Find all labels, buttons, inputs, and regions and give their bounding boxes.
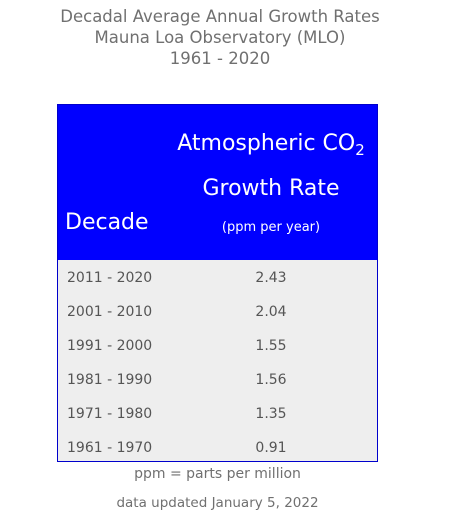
table-row: 1961 - 1970 0.91 — [58, 430, 377, 464]
footnote-ppm: ppm = parts per million — [134, 466, 301, 482]
rate-cell: 2.04 — [255, 304, 287, 320]
rate-cell: 1.56 — [255, 372, 287, 388]
table-row: 1991 - 2000 1.55 — [58, 328, 377, 362]
decade-cell: 1991 - 2000 — [67, 338, 153, 354]
rate-cell: 2.43 — [255, 270, 287, 286]
rate-cell: 1.55 — [255, 338, 287, 354]
header-growth-rate-label: Growth Rate — [202, 176, 340, 201]
header-decade-label: Decade — [65, 210, 149, 235]
header-co2-subscript: 2 — [355, 141, 365, 159]
table-row: 2001 - 2010 2.04 — [58, 294, 377, 328]
rate-cell: 1.35 — [255, 406, 287, 422]
page-title: Decadal Average Annual Growth Rates Maun… — [0, 6, 440, 69]
growth-rate-table: Atmospheric CO2 Growth Rate (ppm per yea… — [57, 104, 378, 462]
decade-cell: 1981 - 1990 — [67, 372, 153, 388]
table-row: 1981 - 1990 1.56 — [58, 362, 377, 396]
decade-cell: 1961 - 1970 — [67, 440, 153, 456]
title-line-1: Decadal Average Annual Growth Rates — [60, 7, 380, 26]
decade-cell: 2001 - 2010 — [67, 304, 153, 320]
header-unit-label: (ppm per year) — [221, 220, 321, 235]
table-body: 2011 - 2020 2.43 2001 - 2010 2.04 1991 -… — [58, 260, 377, 464]
header-co2-label: Atmospheric CO2 — [166, 131, 376, 159]
table-header: Atmospheric CO2 Growth Rate (ppm per yea… — [58, 105, 377, 260]
table-row: 1971 - 1980 1.35 — [58, 396, 377, 430]
table-row: 2011 - 2020 2.43 — [58, 260, 377, 294]
decade-cell: 1971 - 1980 — [67, 406, 153, 422]
title-line-3: 1961 - 2020 — [169, 49, 271, 68]
rate-cell: 0.91 — [255, 440, 287, 456]
data-updated-note: data updated January 5, 2022 — [116, 495, 319, 511]
decade-cell: 2011 - 2020 — [67, 270, 153, 286]
header-co2-text: Atmospheric CO — [177, 131, 356, 156]
title-line-2: Mauna Loa Observatory (MLO) — [94, 28, 346, 47]
